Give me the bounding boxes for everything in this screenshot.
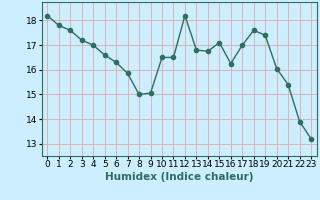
X-axis label: Humidex (Indice chaleur): Humidex (Indice chaleur) [105,172,253,182]
